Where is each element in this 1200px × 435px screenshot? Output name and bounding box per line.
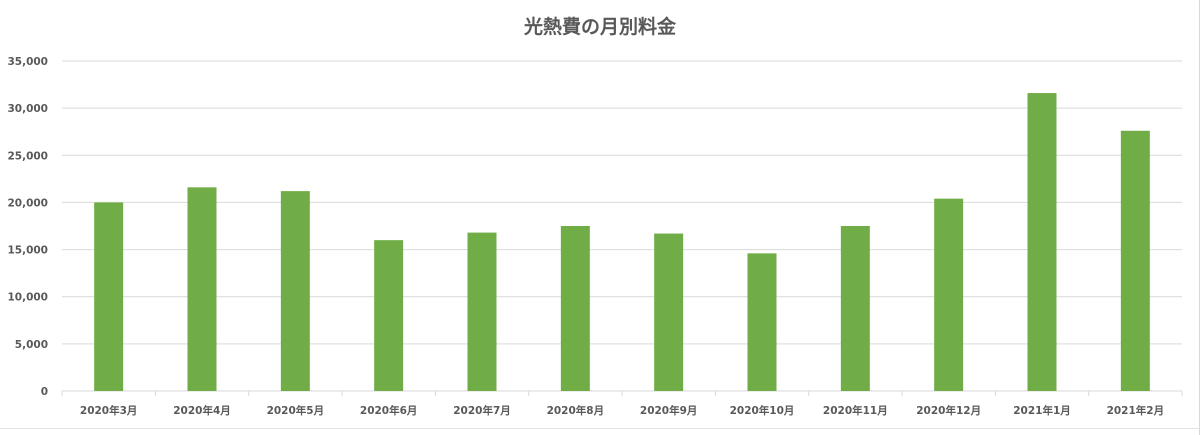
bottom-divider [0,428,1200,435]
x-tick-label: 2020年5月 [267,404,325,417]
bar [1027,93,1057,392]
x-tick-label: 2020年10月 [730,404,795,417]
x-tick-label: 2021年1月 [1013,404,1071,417]
bar [187,187,217,391]
x-tick-label: 2020年6月 [360,404,418,417]
chart-title: 光熱費の月別料金 [523,16,676,38]
bar [747,253,777,391]
bar [374,240,404,391]
x-tick-label: 2020年11月 [823,404,888,417]
bar [1120,130,1150,391]
x-tick-label: 2020年4月 [173,404,231,417]
y-tick-label: 20,000 [7,197,48,209]
x-tick-label: 2021年2月 [1107,404,1165,417]
x-tick-label: 2020年12月 [916,404,981,417]
bar [94,202,124,391]
bar [467,232,497,391]
x-tick-label: 2020年9月 [640,404,698,417]
x-tick-label: 2020年3月 [80,404,138,417]
y-tick-label: 25,000 [7,150,48,162]
y-tick-label: 0 [41,386,48,398]
y-tick-label: 35,000 [7,56,48,68]
y-tick-label: 15,000 [7,245,48,257]
x-tick-label: 2020年7月 [453,404,511,417]
y-tick-label: 30,000 [7,103,48,115]
bar [560,226,590,391]
x-tick-label: 2020年8月 [547,404,605,417]
bar [654,233,684,391]
bar [934,198,964,391]
bar [840,226,870,391]
bar [280,191,310,391]
y-tick-label: 5,000 [15,339,48,351]
y-tick-label: 10,000 [7,292,48,304]
